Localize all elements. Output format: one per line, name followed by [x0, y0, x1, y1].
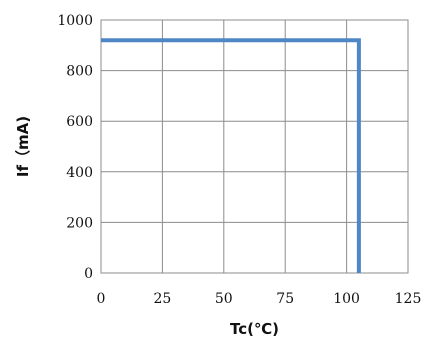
y-tick-label: 600 [66, 114, 93, 130]
series-line-0 [101, 40, 359, 273]
x-tick-label: 125 [395, 291, 422, 307]
x-tick-label: 75 [276, 291, 294, 307]
x-tick-label: 100 [333, 291, 360, 307]
y-tick-label: 400 [66, 165, 93, 181]
x-tick-labels: 0 25 50 75 100 125 [97, 291, 422, 307]
y-tick-label: 0 [84, 266, 93, 282]
y-tick-label: 800 [66, 64, 93, 80]
x-tick-label: 25 [153, 291, 171, 307]
y-tick-label: 200 [66, 215, 93, 231]
x-axis-title: Tc(℃) [230, 320, 279, 338]
series-group [101, 40, 359, 273]
grid [101, 20, 408, 273]
plot-frame [101, 20, 408, 273]
y-tick-labels: 0 200 400 600 800 1000 [57, 13, 93, 282]
y-axis-title: If（mA) [14, 116, 32, 177]
y-tick-label: 1000 [57, 13, 93, 29]
x-tick-label: 50 [215, 291, 233, 307]
x-tick-label: 0 [97, 291, 106, 307]
